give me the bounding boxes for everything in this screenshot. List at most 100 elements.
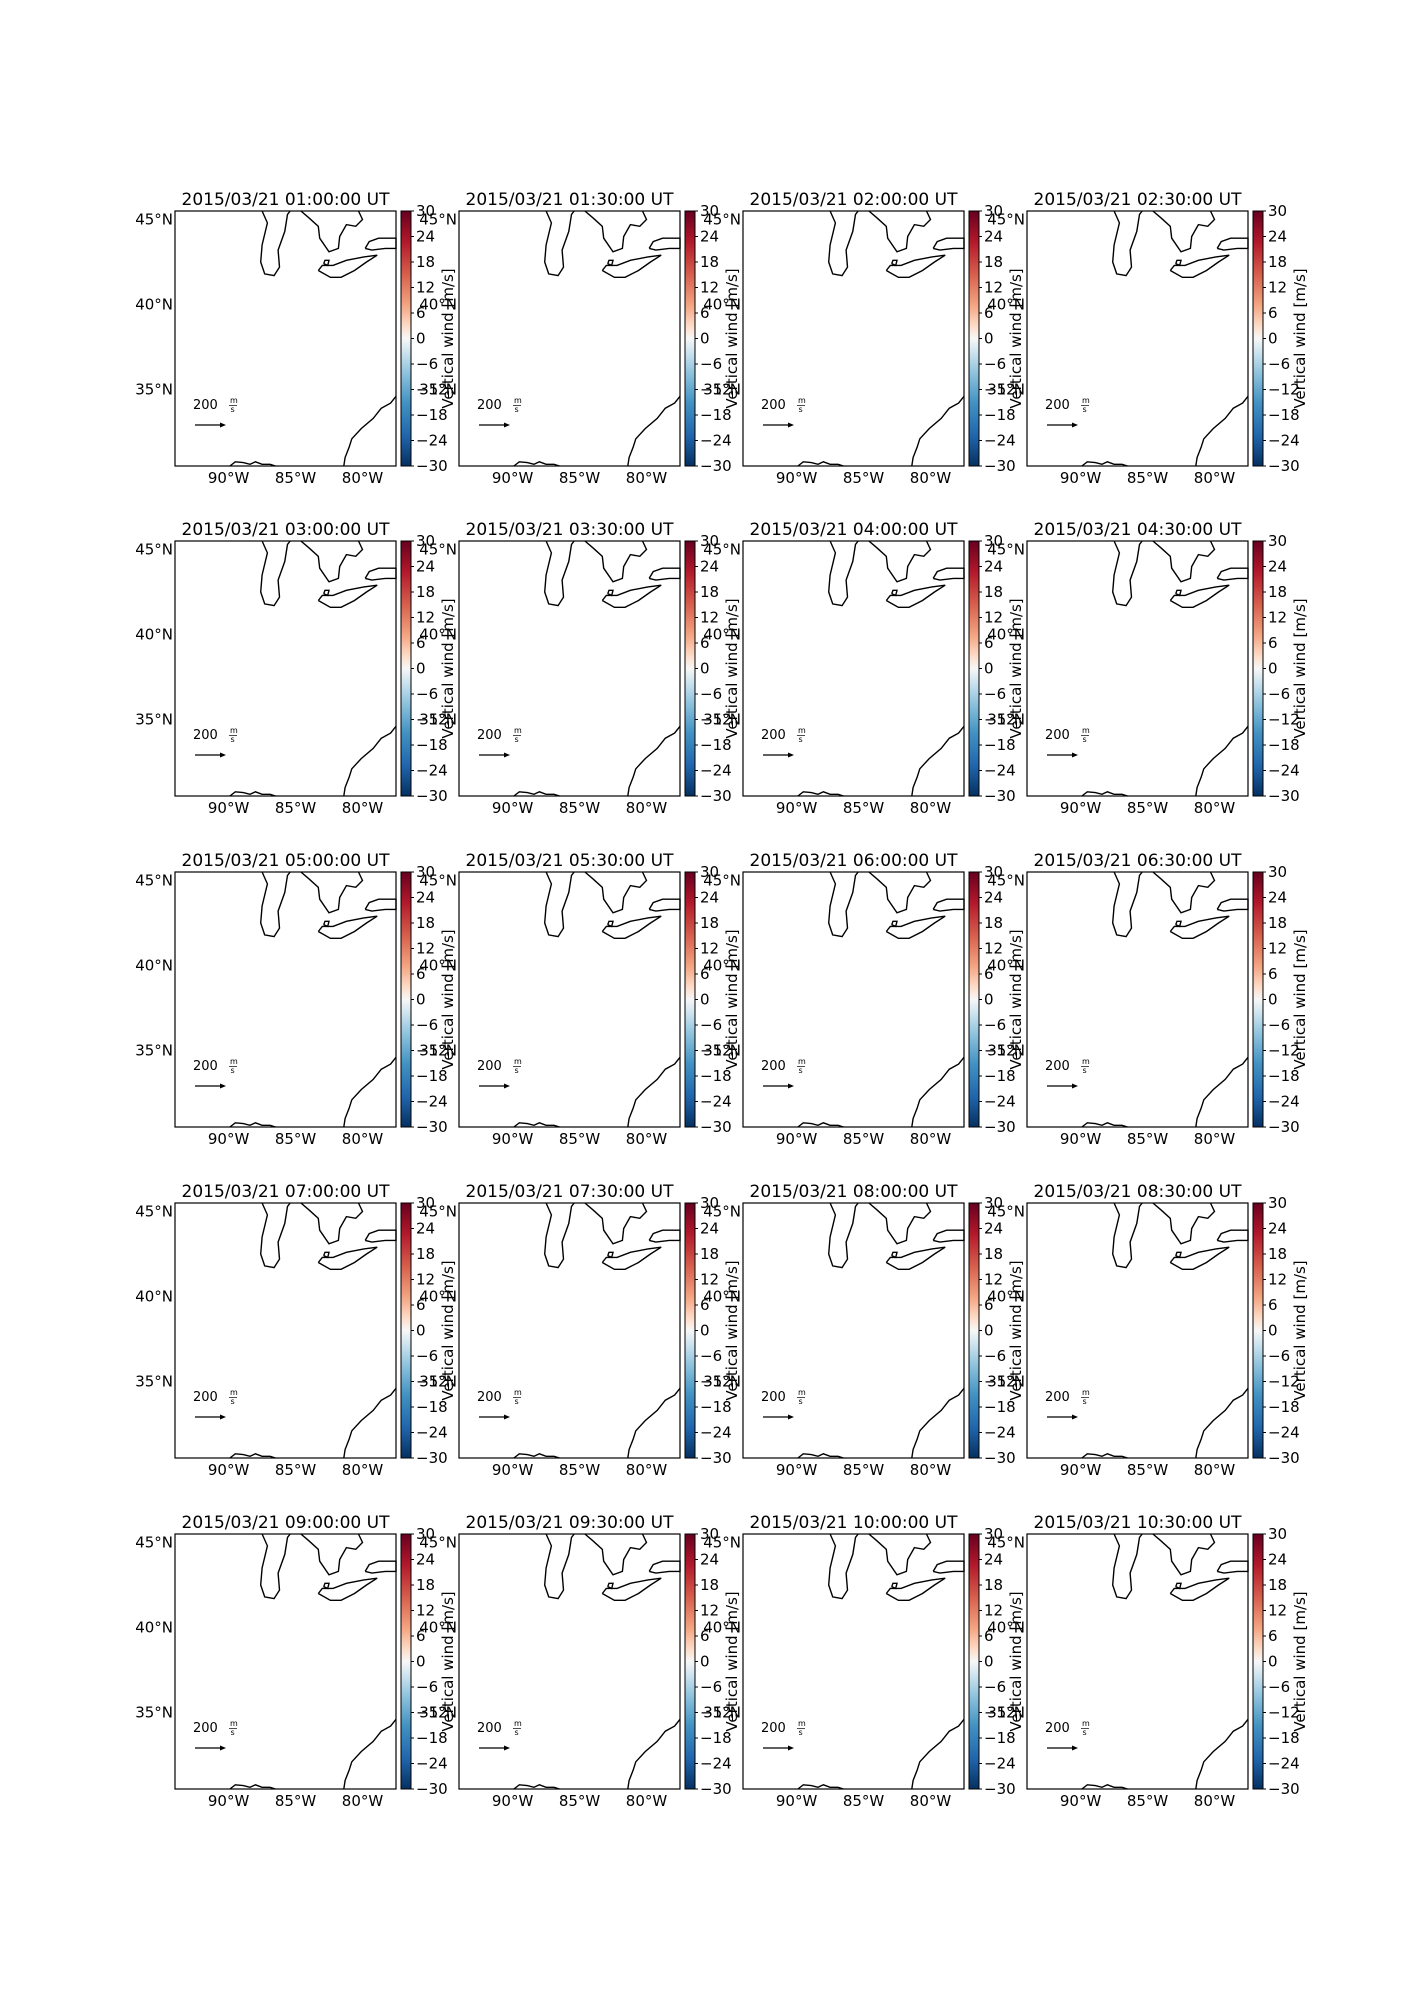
lat-tick-label: 35°N (135, 1373, 173, 1391)
vector-key: 200 ms (193, 1057, 238, 1089)
vector-key: 200 ms (477, 1388, 522, 1420)
colorbar-tick-label: −18 (984, 1067, 1016, 1085)
vector-key-value: 200 (761, 1059, 786, 1074)
coastline (1111, 210, 1143, 277)
colorbar-bar (968, 1202, 980, 1459)
colorbar-tick-label: −12 (700, 711, 732, 729)
coastlines (229, 540, 397, 797)
colorbar-tick-label: −24 (416, 762, 448, 780)
coastline (317, 254, 378, 278)
colorbar-tick-label: −18 (700, 1398, 732, 1416)
coastlines (513, 871, 681, 1128)
coastline (885, 915, 946, 939)
colorbar-tick-label: −24 (984, 1424, 1016, 1442)
map-panel: 2015/03/21 04:30:00 UT 45°N 40°N 35°N 90°W 85… (987, 520, 1309, 817)
lon-tick-label: 80°W (626, 1461, 668, 1479)
colorbar-tick-label: 24 (416, 889, 435, 907)
colorbar-bar (1252, 540, 1264, 797)
colorbar-tick-label: 18 (416, 914, 435, 932)
colorbar-label: Vertical wind [m/s] (1007, 929, 1025, 1069)
colorbar: 30 24 18 12 6 0 −6 −12 −18 −24 −30 Vertical wind [m… (400, 202, 457, 475)
vector-key-unit-denominator: s (799, 1397, 803, 1406)
colorbar-bar (400, 1533, 412, 1790)
colorbar-tick-label: 24 (700, 228, 719, 246)
colorbar-tick-label: −18 (984, 736, 1016, 754)
colorbar-tick-label: 0 (416, 991, 426, 1009)
colorbar-tick-label: −12 (416, 381, 448, 399)
colorbar-tick-label: 0 (416, 330, 426, 348)
coastlines (1081, 540, 1249, 797)
lat-tick-label: 40°N (987, 626, 1025, 644)
panel-title: 2015/03/21 10:30:00 UT (1034, 1513, 1243, 1533)
colorbar-tick-label: −30 (984, 1780, 1016, 1798)
coastline (323, 1582, 330, 1590)
lon-tick-label: 90°W (776, 1461, 818, 1479)
coastlines (229, 1202, 397, 1459)
colorbar-bar (684, 1202, 696, 1459)
coastline (229, 1122, 276, 1128)
vector-key-unit-denominator: s (515, 1066, 519, 1075)
colorbar-tick-label: 24 (700, 558, 719, 576)
coastline (513, 1784, 560, 1790)
colorbar-bar (684, 210, 696, 467)
panel-title: 2015/03/21 07:30:00 UT (466, 1182, 675, 1202)
coastline (911, 1718, 965, 1790)
lon-tick-label: 85°W (275, 799, 317, 817)
coastline (300, 871, 364, 914)
coastline (627, 1387, 681, 1459)
coastline (513, 461, 560, 467)
coastline (1216, 1229, 1249, 1243)
colorbar-tick-label: −24 (700, 762, 732, 780)
vector-key-unit-numerator: m (1082, 1719, 1090, 1728)
map-frame (458, 540, 681, 797)
colorbar-tick-label: 18 (416, 1245, 435, 1263)
colorbar-tick-label: 18 (416, 1576, 435, 1594)
colorbar-tick-label: 18 (984, 253, 1003, 271)
colorbar-tick-label: 12 (700, 1602, 719, 1620)
colorbar-tick-label: −12 (984, 711, 1016, 729)
colorbar-tick-label: 24 (984, 1220, 1003, 1238)
coastline (1175, 259, 1182, 267)
lat-tick-label: 45°N (987, 541, 1025, 559)
coastlines (797, 1202, 965, 1459)
map-panel: 2015/03/21 08:30:00 UT 45°N 40°N 35°N 90°W 85… (987, 1182, 1309, 1479)
colorbar-tick-label: 12 (984, 609, 1003, 627)
coastline (584, 1202, 648, 1245)
coastline (300, 540, 364, 583)
vector-key-unit-numerator: m (1082, 1057, 1090, 1066)
coastline (543, 1533, 575, 1600)
colorbar: 30 24 18 12 6 0 −6 −12 −18 −24 −30 Vertical wind [m… (684, 1194, 741, 1467)
coastline (911, 725, 965, 797)
colorbar-tick-label: 0 (416, 1653, 426, 1671)
vector-key: 200 ms (477, 726, 522, 758)
colorbar-tick-label: −12 (700, 1042, 732, 1060)
lat-tick-label: 45°N (987, 1203, 1025, 1221)
colorbar-tick-label: 6 (700, 965, 710, 983)
vector-key-unit-numerator: m (798, 726, 806, 735)
colorbar-tick-label: 24 (700, 889, 719, 907)
map-panel: 2015/03/21 09:30:00 UT 45°N 40°N 35°N 90°W 85… (419, 1513, 741, 1810)
coastline (1081, 1453, 1128, 1459)
coastline (797, 461, 844, 467)
colorbar-tick-label: −30 (700, 1118, 732, 1136)
colorbar-tick-label: −6 (984, 1347, 1006, 1365)
colorbar-tick-label: −12 (700, 381, 732, 399)
panel-title: 2015/03/21 08:30:00 UT (1034, 1182, 1243, 1202)
map-panel: 2015/03/21 02:30:00 UT 45°N 40°N 35°N 90°W 85… (987, 190, 1309, 487)
vector-key-unit-denominator: s (799, 405, 803, 414)
colorbar-tick-label: −30 (416, 1449, 448, 1467)
vector-key: 200 ms (1045, 1388, 1090, 1420)
colorbar-tick-label: 6 (1268, 1627, 1278, 1645)
lon-tick-label: 90°W (208, 1461, 250, 1479)
lon-tick-label: 90°W (1060, 799, 1102, 817)
map-panel: 2015/03/21 06:30:00 UT 45°N 40°N 35°N 90°W 85… (987, 851, 1309, 1148)
coastline (891, 259, 898, 267)
colorbar-label: Vertical wind [m/s] (723, 268, 741, 408)
colorbar-tick-label: 18 (1268, 583, 1287, 601)
lon-tick-label: 85°W (843, 799, 885, 817)
vector-key-arrowhead (504, 1745, 510, 1751)
vector-key-unit-denominator: s (231, 1066, 235, 1075)
colorbar-bar (968, 210, 980, 467)
colorbar-tick-label: 24 (984, 228, 1003, 246)
colorbar-tick-label: −6 (1268, 1678, 1290, 1696)
